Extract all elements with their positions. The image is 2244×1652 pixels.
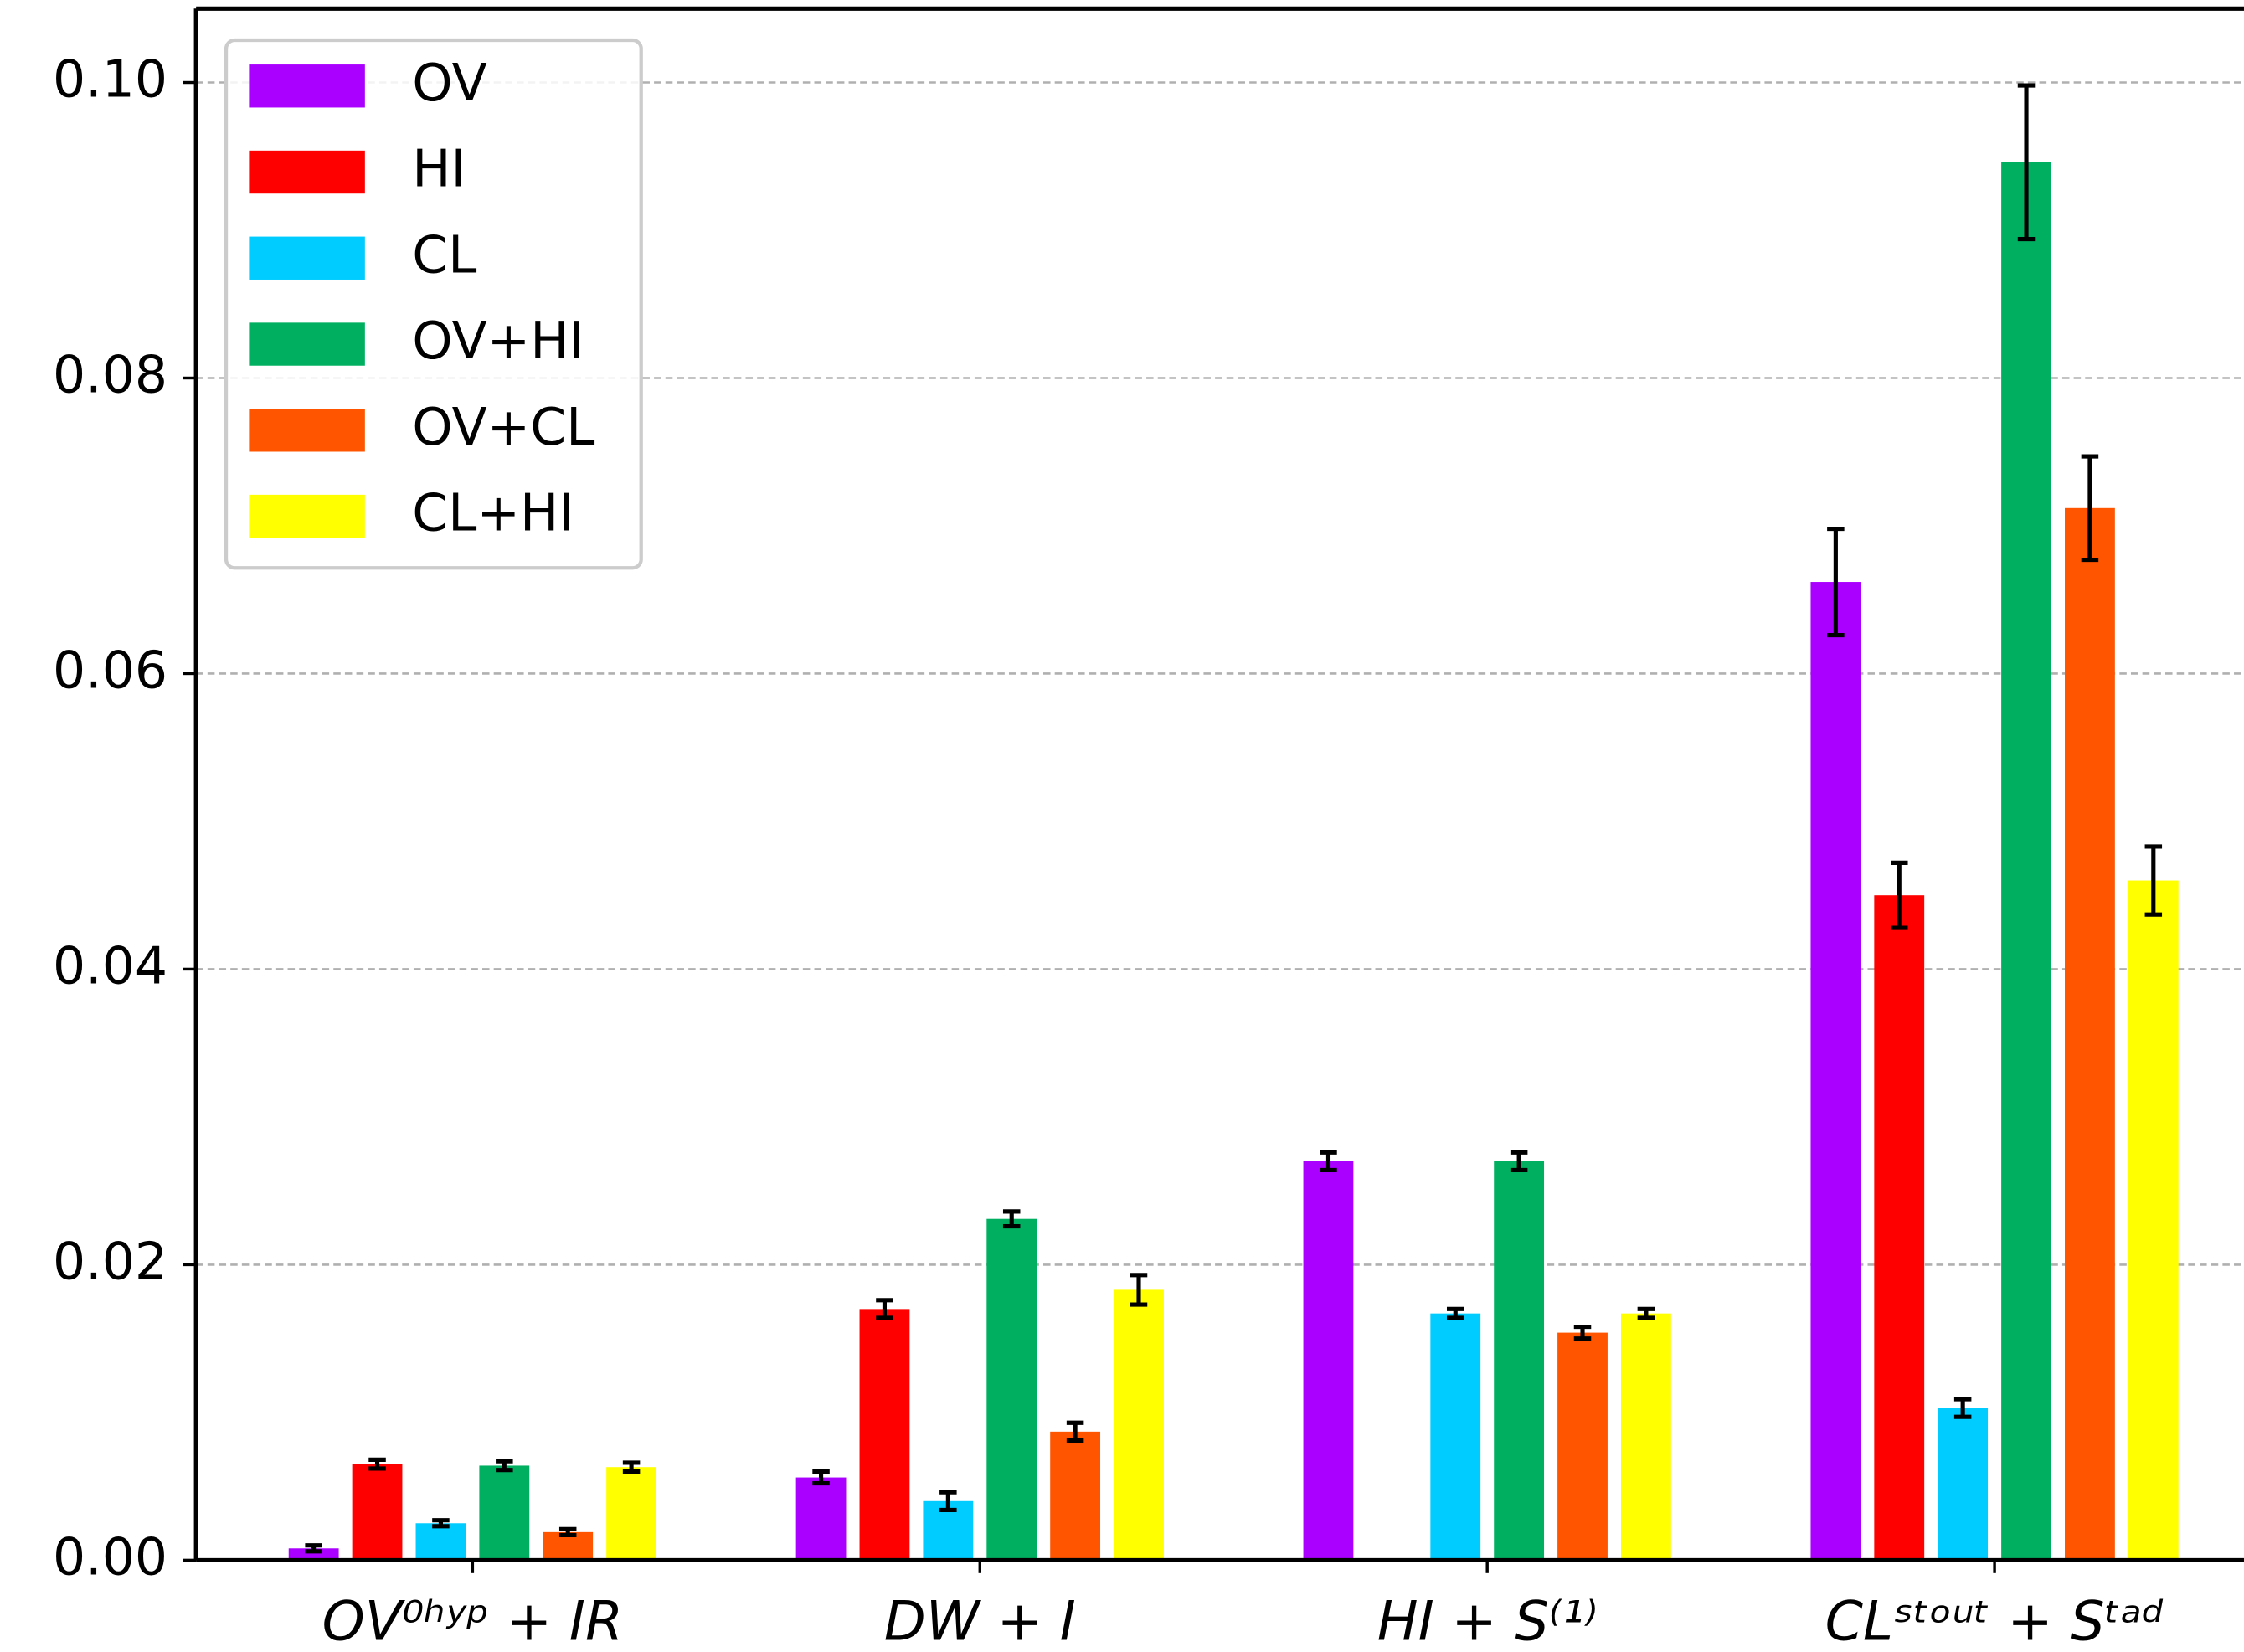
bar bbox=[1494, 1161, 1545, 1561]
y-tick-label: 0.10 bbox=[53, 49, 167, 110]
bar bbox=[1430, 1313, 1481, 1561]
bar bbox=[1810, 582, 1861, 1561]
y-tick-label: 0.06 bbox=[53, 641, 167, 701]
bar bbox=[795, 1477, 847, 1561]
legend-label: HI bbox=[412, 139, 466, 199]
y-tick-label: 0.04 bbox=[53, 935, 167, 996]
bar bbox=[606, 1467, 657, 1561]
bar bbox=[2128, 880, 2179, 1561]
legend-swatch bbox=[249, 150, 365, 194]
legend-label: CL bbox=[412, 224, 476, 285]
bar bbox=[1050, 1431, 1101, 1561]
bar bbox=[2065, 507, 2115, 1561]
bar bbox=[288, 1548, 339, 1561]
x-tick-label: CLˢᵗᵒᵘᵗ + Sᵗᵃᵈ bbox=[1825, 1590, 2164, 1652]
legend-label: CL+HI bbox=[412, 483, 574, 543]
bar bbox=[859, 1309, 910, 1561]
legend-swatch bbox=[249, 409, 365, 452]
legend-swatch bbox=[249, 322, 365, 366]
y-tick-label: 0.08 bbox=[53, 345, 167, 405]
legend-label: OV bbox=[412, 53, 486, 113]
legend-swatch bbox=[249, 494, 365, 538]
x-tick-label: DW + I bbox=[884, 1590, 1076, 1652]
x-tick-label: OV⁰ʰʸᵖ + IR bbox=[322, 1590, 623, 1652]
legend-label: OV+HI bbox=[412, 311, 584, 371]
bar bbox=[415, 1523, 466, 1561]
bar bbox=[1620, 1313, 1671, 1561]
bar bbox=[1557, 1332, 1608, 1561]
legend-label: OV+CL bbox=[412, 397, 594, 457]
bar bbox=[986, 1218, 1037, 1561]
bar bbox=[2001, 162, 2051, 1561]
x-tick-label: HI + S⁽¹⁾ bbox=[1377, 1590, 1598, 1652]
legend-swatch bbox=[249, 64, 365, 108]
y-tick-label: 0.02 bbox=[53, 1231, 167, 1291]
bar bbox=[1114, 1289, 1164, 1561]
bar bbox=[479, 1465, 530, 1561]
bar bbox=[1874, 895, 1925, 1561]
legend-swatch bbox=[249, 236, 365, 280]
bar bbox=[1938, 1408, 1989, 1561]
bar bbox=[352, 1464, 403, 1561]
bar bbox=[1303, 1161, 1354, 1561]
y-tick-label: 0.00 bbox=[53, 1526, 167, 1587]
